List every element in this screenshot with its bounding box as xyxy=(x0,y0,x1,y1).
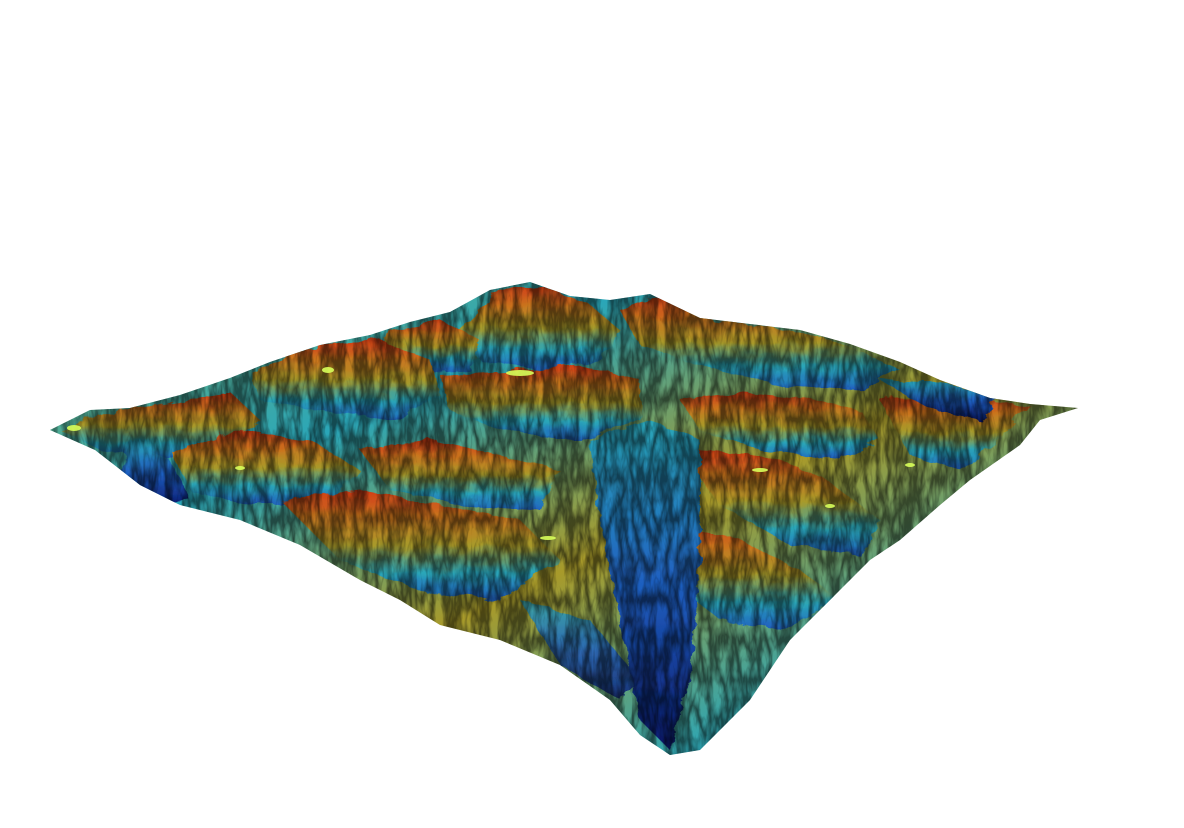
terrain-highlights xyxy=(67,367,915,540)
terrain-hillshade xyxy=(50,282,1078,755)
